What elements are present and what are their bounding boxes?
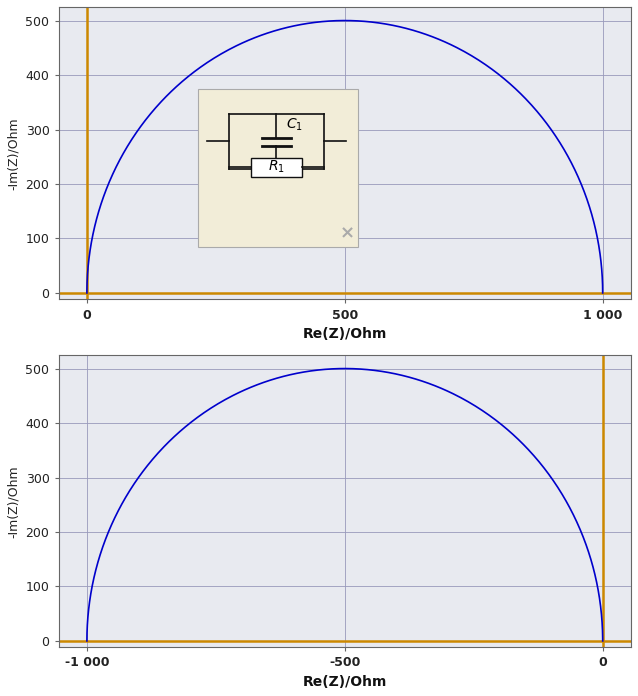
X-axis label: Re(Z)/Ohm: Re(Z)/Ohm (302, 675, 387, 689)
Text: $C_1$: $C_1$ (286, 117, 302, 133)
Y-axis label: -Im(Z)/Ohm: -Im(Z)/Ohm (7, 117, 20, 189)
Text: ×: × (340, 224, 355, 242)
X-axis label: Re(Z)/Ohm: Re(Z)/Ohm (302, 327, 387, 341)
FancyBboxPatch shape (251, 158, 302, 177)
Text: $R_1$: $R_1$ (268, 159, 285, 175)
FancyBboxPatch shape (198, 88, 358, 246)
Y-axis label: -Im(Z)/Ohm: -Im(Z)/Ohm (7, 465, 20, 537)
